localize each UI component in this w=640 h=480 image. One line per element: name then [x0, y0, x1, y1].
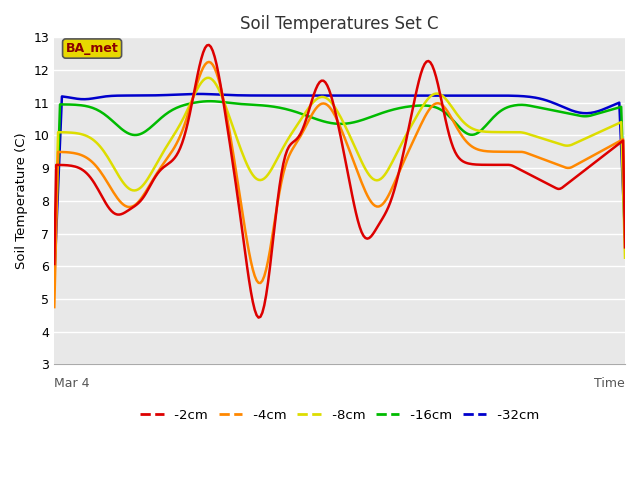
Title: Soil Temperatures Set C: Soil Temperatures Set C: [241, 15, 439, 33]
Text: BA_met: BA_met: [66, 42, 118, 55]
Legend:  -2cm,  -4cm,  -8cm,  -16cm,  -32cm: -2cm, -4cm, -8cm, -16cm, -32cm: [134, 404, 545, 427]
Text: Time: Time: [595, 377, 625, 390]
Y-axis label: Soil Temperature (C): Soil Temperature (C): [15, 132, 28, 269]
Text: Mar 4: Mar 4: [54, 377, 90, 390]
